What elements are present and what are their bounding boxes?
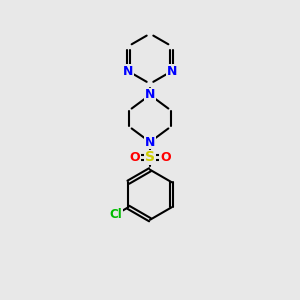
Text: O: O [160, 151, 171, 164]
Text: S: S [145, 150, 155, 164]
Text: N: N [145, 88, 155, 101]
Text: N: N [123, 65, 134, 78]
Text: N: N [167, 65, 177, 78]
Text: O: O [129, 151, 140, 164]
Text: Cl: Cl [109, 208, 122, 221]
Text: N: N [145, 136, 155, 148]
